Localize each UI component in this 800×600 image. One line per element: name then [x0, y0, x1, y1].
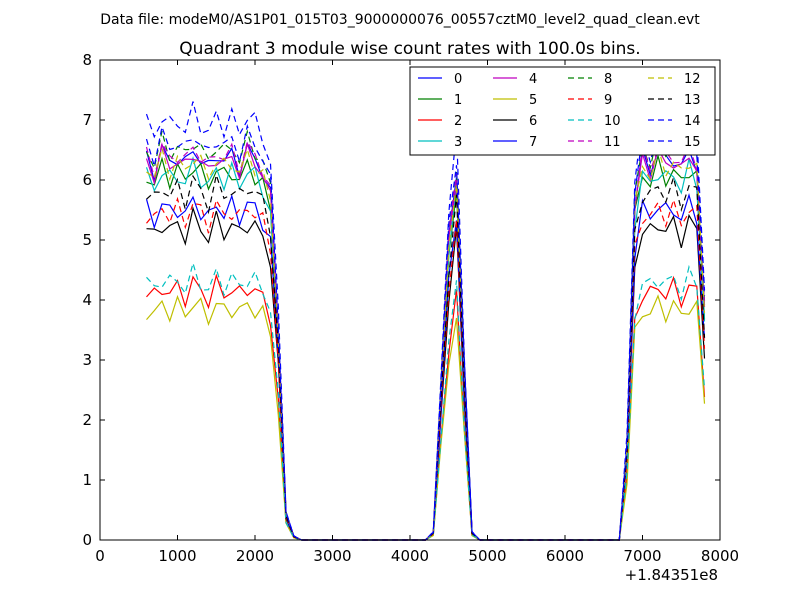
- y-tick-label: 6: [82, 171, 92, 189]
- chart-title: Quadrant 3 module wise count rates with …: [179, 39, 640, 59]
- x-tick-label: 0: [95, 547, 105, 565]
- y-tick-label: 4: [82, 291, 92, 309]
- y-tick-label: 1: [82, 471, 92, 489]
- series-line-1: [146, 155, 706, 541]
- series-line-12: [146, 146, 706, 541]
- x-tick-label: 8000: [701, 547, 739, 565]
- legend-label-2: 2: [454, 114, 462, 129]
- y-tick-label: 0: [82, 531, 92, 549]
- legend-label-12: 12: [684, 72, 701, 87]
- series-line-0: [145, 141, 706, 541]
- legend-label-9: 9: [604, 93, 612, 108]
- y-tick-label: 3: [82, 351, 92, 369]
- y-tick-label: 2: [82, 411, 92, 429]
- y-tick-label: 8: [82, 51, 92, 69]
- series-line-5: [146, 294, 706, 541]
- series-line-3: [145, 155, 706, 541]
- x-tick-label: 1000: [158, 547, 196, 565]
- plot-lines: [145, 101, 706, 541]
- x-tick-label: 3000: [313, 547, 351, 565]
- legend-label-5: 5: [529, 93, 537, 108]
- legend-label-11: 11: [604, 135, 621, 150]
- legend-label-3: 3: [454, 135, 462, 150]
- series-line-7: [145, 193, 706, 541]
- legend-box: [409, 66, 716, 156]
- x-tick-label: 4000: [391, 547, 429, 565]
- series-line-15: [145, 123, 706, 541]
- axis-offset-text: +1.84351e8: [625, 566, 718, 584]
- series-line-9: [146, 196, 706, 541]
- x-axis: 0 1000 2000 3000 4000 5000 6000 7000 8000: [95, 60, 739, 565]
- legend-label-7: 7: [529, 135, 537, 150]
- legend-label-14: 14: [684, 114, 701, 129]
- series-line-4: [145, 141, 706, 541]
- data-file-label: Data file: modeM0/AS1P01_015T03_90000000…: [100, 12, 700, 28]
- series-line-13: [146, 172, 706, 541]
- x-tick-label: 5000: [468, 547, 506, 565]
- x-tick-label: 7000: [623, 547, 661, 565]
- legend-label-1: 1: [454, 93, 462, 108]
- legend-label-8: 8: [604, 72, 612, 87]
- legend-label-6: 6: [529, 114, 537, 129]
- series-line-10: [146, 260, 706, 541]
- x-tick-label: 2000: [236, 547, 274, 565]
- legend-label-15: 15: [684, 135, 701, 150]
- y-tick-label: 7: [82, 111, 92, 129]
- legend-label-13: 13: [684, 93, 701, 108]
- y-tick-label: 5: [82, 231, 92, 249]
- x-tick-label: 6000: [546, 547, 584, 565]
- series-line-8: [145, 129, 706, 541]
- legend-label-4: 4: [529, 72, 537, 87]
- series-line-6: [146, 206, 706, 541]
- legend-label-0: 0: [454, 72, 462, 87]
- legend-label-10: 10: [604, 114, 621, 129]
